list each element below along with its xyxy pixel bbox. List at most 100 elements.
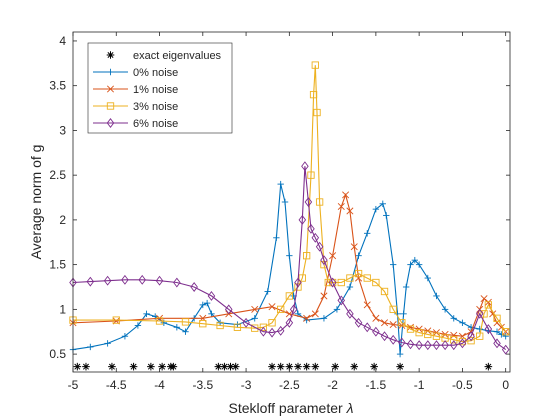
legend-entry: 6% noise xyxy=(93,118,178,130)
plot-frame xyxy=(72,31,511,373)
data-point xyxy=(441,340,449,351)
data-point xyxy=(364,230,371,237)
data-point xyxy=(182,328,189,335)
data-point xyxy=(268,319,276,327)
eigenvalue-marker xyxy=(484,362,493,371)
eigenvalue-marker xyxy=(147,362,155,371)
eigenvalue-marker xyxy=(331,362,339,371)
data-point xyxy=(501,344,510,355)
data-point xyxy=(424,274,431,282)
data-point xyxy=(346,283,354,291)
eigenvalue-marker xyxy=(129,362,138,371)
data-point xyxy=(155,317,164,325)
data-point xyxy=(315,241,324,252)
data-point xyxy=(433,292,440,300)
data-point xyxy=(234,321,241,328)
y-tick-label: 2.5 xyxy=(49,168,66,182)
data-point xyxy=(298,274,306,282)
data-point xyxy=(432,340,441,351)
data-point xyxy=(493,338,501,349)
eigenvalue-marker xyxy=(302,362,311,371)
data-point xyxy=(315,198,324,206)
x-tick-label: -5 xyxy=(68,378,79,392)
data-point xyxy=(502,328,510,336)
data-point xyxy=(363,301,371,309)
data-point xyxy=(311,310,319,318)
eigenvalue-marker xyxy=(311,362,320,371)
data-point xyxy=(467,331,475,342)
data-point xyxy=(389,321,397,329)
data-point xyxy=(286,252,293,259)
x-tick-label: -2 xyxy=(327,378,338,392)
data-point xyxy=(415,328,423,337)
data-point xyxy=(355,252,362,259)
data-point xyxy=(346,308,354,319)
data-point xyxy=(406,339,415,350)
data-point xyxy=(396,350,404,358)
data-point xyxy=(320,255,328,266)
data-point xyxy=(372,326,380,337)
y-tick-label: 3 xyxy=(59,123,66,137)
data-point xyxy=(389,261,397,268)
series-layer xyxy=(69,61,510,358)
data-point xyxy=(104,340,111,347)
data-point xyxy=(415,340,423,351)
data-point xyxy=(346,274,354,282)
data-point xyxy=(233,323,242,331)
data-point xyxy=(203,299,211,307)
eigenvalue-marker xyxy=(214,362,223,371)
legend-label: 3% noise xyxy=(133,101,178,113)
eigenvalue-markers xyxy=(73,362,493,371)
data-point xyxy=(493,328,501,335)
data-point xyxy=(480,295,488,303)
data-point xyxy=(281,198,289,206)
x-tick-label: -3 xyxy=(241,378,252,392)
data-point xyxy=(277,180,284,188)
y-tick-label: 1.5 xyxy=(49,258,66,272)
legend-label: exact eigenvalues xyxy=(133,50,222,62)
data-point xyxy=(173,277,181,288)
data-point xyxy=(383,212,390,219)
data-point xyxy=(355,274,363,282)
data-point xyxy=(190,282,198,292)
data-point xyxy=(324,278,332,287)
y-axis: 0.5 1 1.5 2 2.5 3 3.5 4 xyxy=(49,34,510,361)
data-point xyxy=(304,197,313,207)
data-point xyxy=(441,306,449,313)
x-tick-label: -4.5 xyxy=(106,378,127,392)
data-point xyxy=(273,234,280,241)
x-axis: -5 -4.5 -4 -3.5 -3 -2.5 -2 -1.5 -1 -0.5 0 xyxy=(68,32,509,392)
data-point xyxy=(400,310,407,318)
data-point xyxy=(320,292,328,300)
data-point xyxy=(112,316,120,324)
data-point xyxy=(329,252,337,260)
data-point xyxy=(380,331,389,342)
data-point xyxy=(489,310,497,318)
data-point xyxy=(502,333,509,340)
data-point xyxy=(173,324,181,331)
y-tick-label: 3.5 xyxy=(49,79,66,93)
legend-marker xyxy=(106,102,115,110)
data-point xyxy=(208,310,215,318)
data-point xyxy=(493,314,501,322)
data-point xyxy=(294,277,302,288)
x-tick-label: 0 xyxy=(502,378,509,392)
y-tick-label: 0.5 xyxy=(49,347,66,361)
data-point xyxy=(476,325,483,333)
data-point xyxy=(268,303,276,311)
eigenvalue-marker xyxy=(108,362,116,371)
data-point xyxy=(372,314,380,322)
legend-label: 6% noise xyxy=(133,118,178,130)
data-point xyxy=(268,327,276,338)
data-point xyxy=(372,205,380,213)
data-point xyxy=(449,340,458,351)
legend-entry: 1% noise xyxy=(93,84,178,96)
data-point xyxy=(277,305,285,314)
data-point xyxy=(402,283,410,291)
data-point xyxy=(346,207,354,215)
data-point xyxy=(476,332,484,340)
data-point xyxy=(121,274,129,285)
eigenvalue-marker xyxy=(73,362,82,371)
data-point xyxy=(350,243,358,251)
